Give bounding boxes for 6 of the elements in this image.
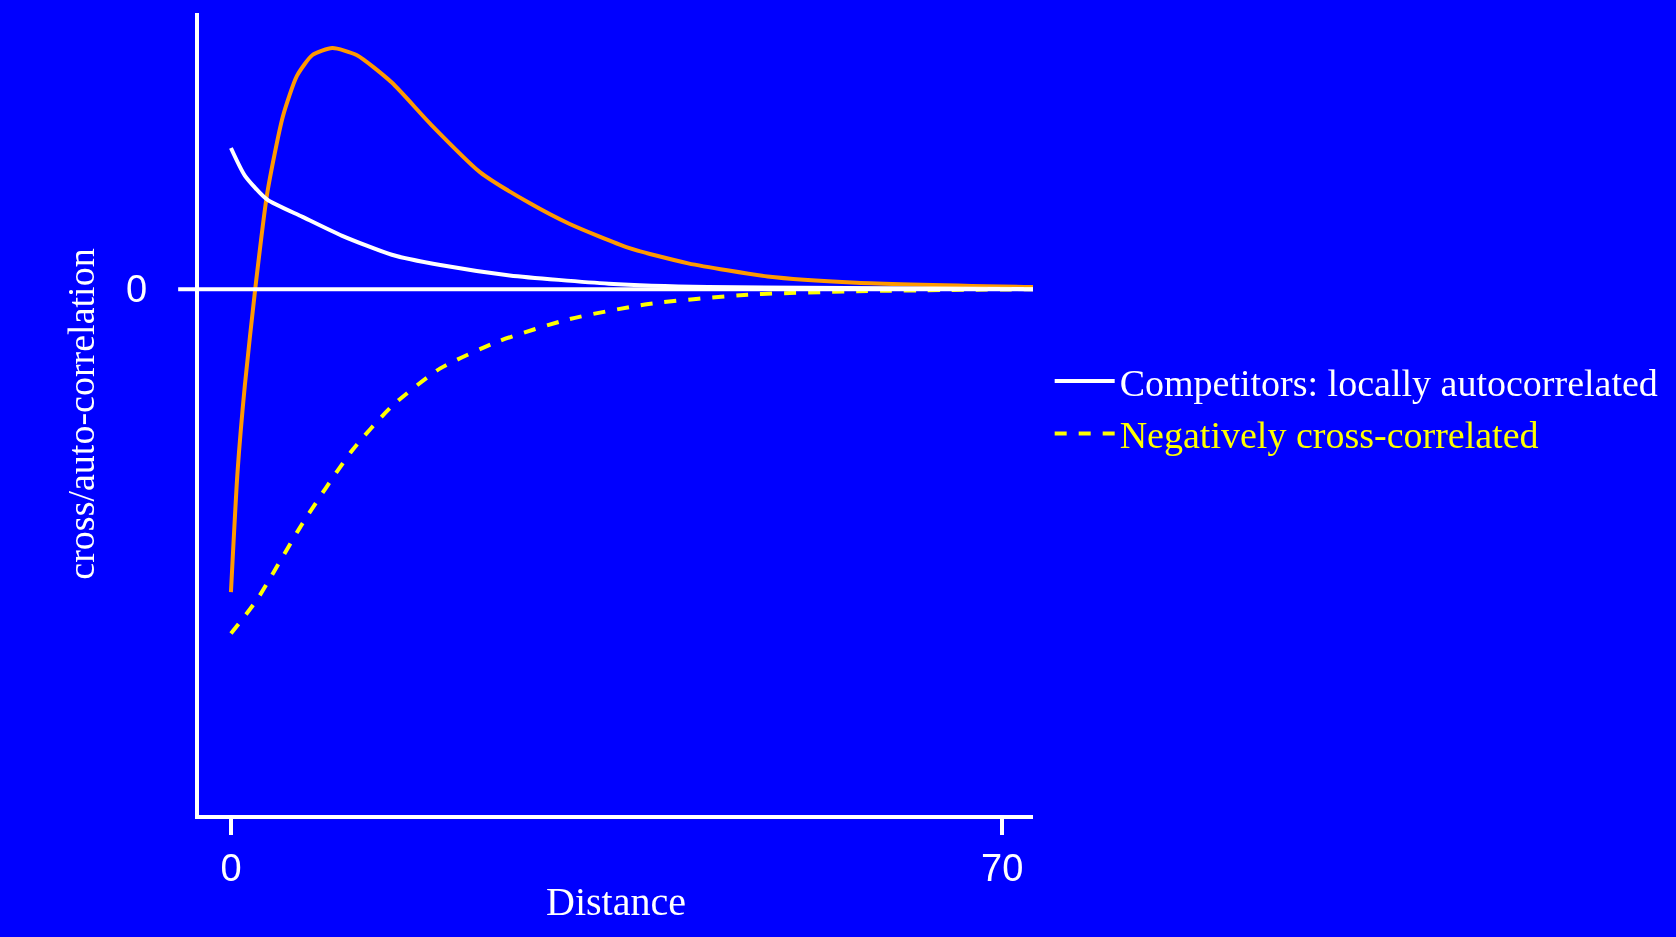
y-axis-title: cross/auto-correlation (59, 248, 102, 580)
legend-label: Negatively cross-correlated (1119, 414, 1539, 457)
legend-label: Competitors: locally autocorrelated (1119, 361, 1658, 404)
x-tick-label: 70 (981, 846, 1024, 889)
ref-line-label: 0 (126, 268, 148, 310)
x-axis-title: Distance (546, 878, 686, 924)
